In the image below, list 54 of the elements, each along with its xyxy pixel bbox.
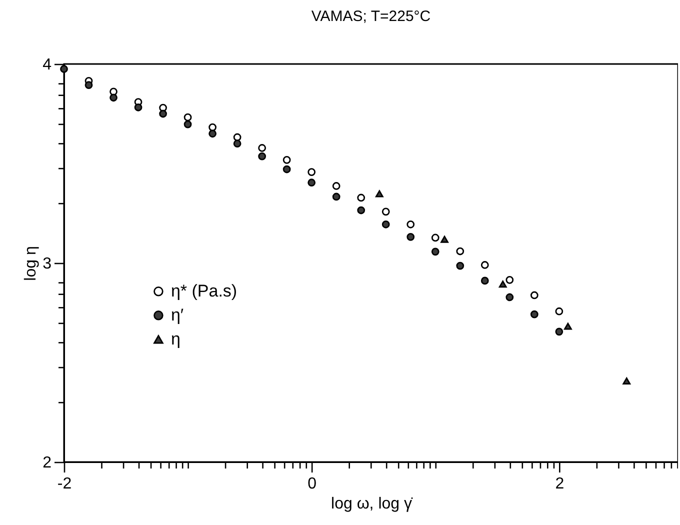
point <box>282 156 291 164</box>
point <box>431 234 440 242</box>
point <box>440 236 448 243</box>
point <box>530 291 538 300</box>
point <box>332 192 340 201</box>
legend-label: η <box>170 329 180 348</box>
point <box>406 232 415 241</box>
point <box>184 120 192 128</box>
legend-label: η′ <box>170 305 184 324</box>
point <box>555 328 564 336</box>
point <box>506 293 514 302</box>
y-tick-label: 3 <box>42 256 52 272</box>
x-tick-label: -2 <box>57 476 72 492</box>
x-axis-title: log ω, log γ̇ <box>331 496 413 512</box>
point <box>555 307 564 316</box>
point <box>498 280 507 288</box>
point <box>332 182 340 190</box>
point <box>431 248 440 256</box>
point <box>308 178 316 187</box>
point <box>258 144 266 152</box>
point <box>357 194 366 202</box>
point <box>110 94 118 102</box>
point <box>208 123 216 132</box>
chart-title: VAMAS; T=225°C <box>311 8 431 25</box>
point <box>382 220 390 228</box>
y-tick-label: 4 <box>42 56 52 74</box>
point <box>406 220 415 228</box>
point <box>308 168 316 176</box>
x-tick-label: 2 <box>555 476 564 492</box>
point <box>375 190 384 198</box>
point <box>282 165 291 174</box>
point <box>622 378 631 385</box>
point <box>506 276 514 284</box>
point <box>233 140 242 148</box>
point <box>357 206 366 214</box>
point <box>258 152 266 160</box>
y-tick-label: 2 <box>42 454 52 472</box>
point <box>564 322 572 330</box>
x-tick-label: 0 <box>308 476 317 492</box>
y-axis-title: log η <box>22 246 40 281</box>
legend-label: η* (Pa.s) <box>170 281 238 300</box>
point <box>456 262 464 270</box>
point <box>480 261 489 269</box>
point <box>456 247 464 256</box>
point <box>184 113 192 122</box>
point <box>530 310 538 318</box>
point <box>84 81 93 90</box>
point <box>208 130 216 138</box>
point <box>233 133 242 142</box>
point <box>480 276 489 285</box>
point <box>159 110 167 118</box>
point <box>382 208 390 216</box>
point <box>134 103 142 112</box>
point <box>60 65 68 73</box>
